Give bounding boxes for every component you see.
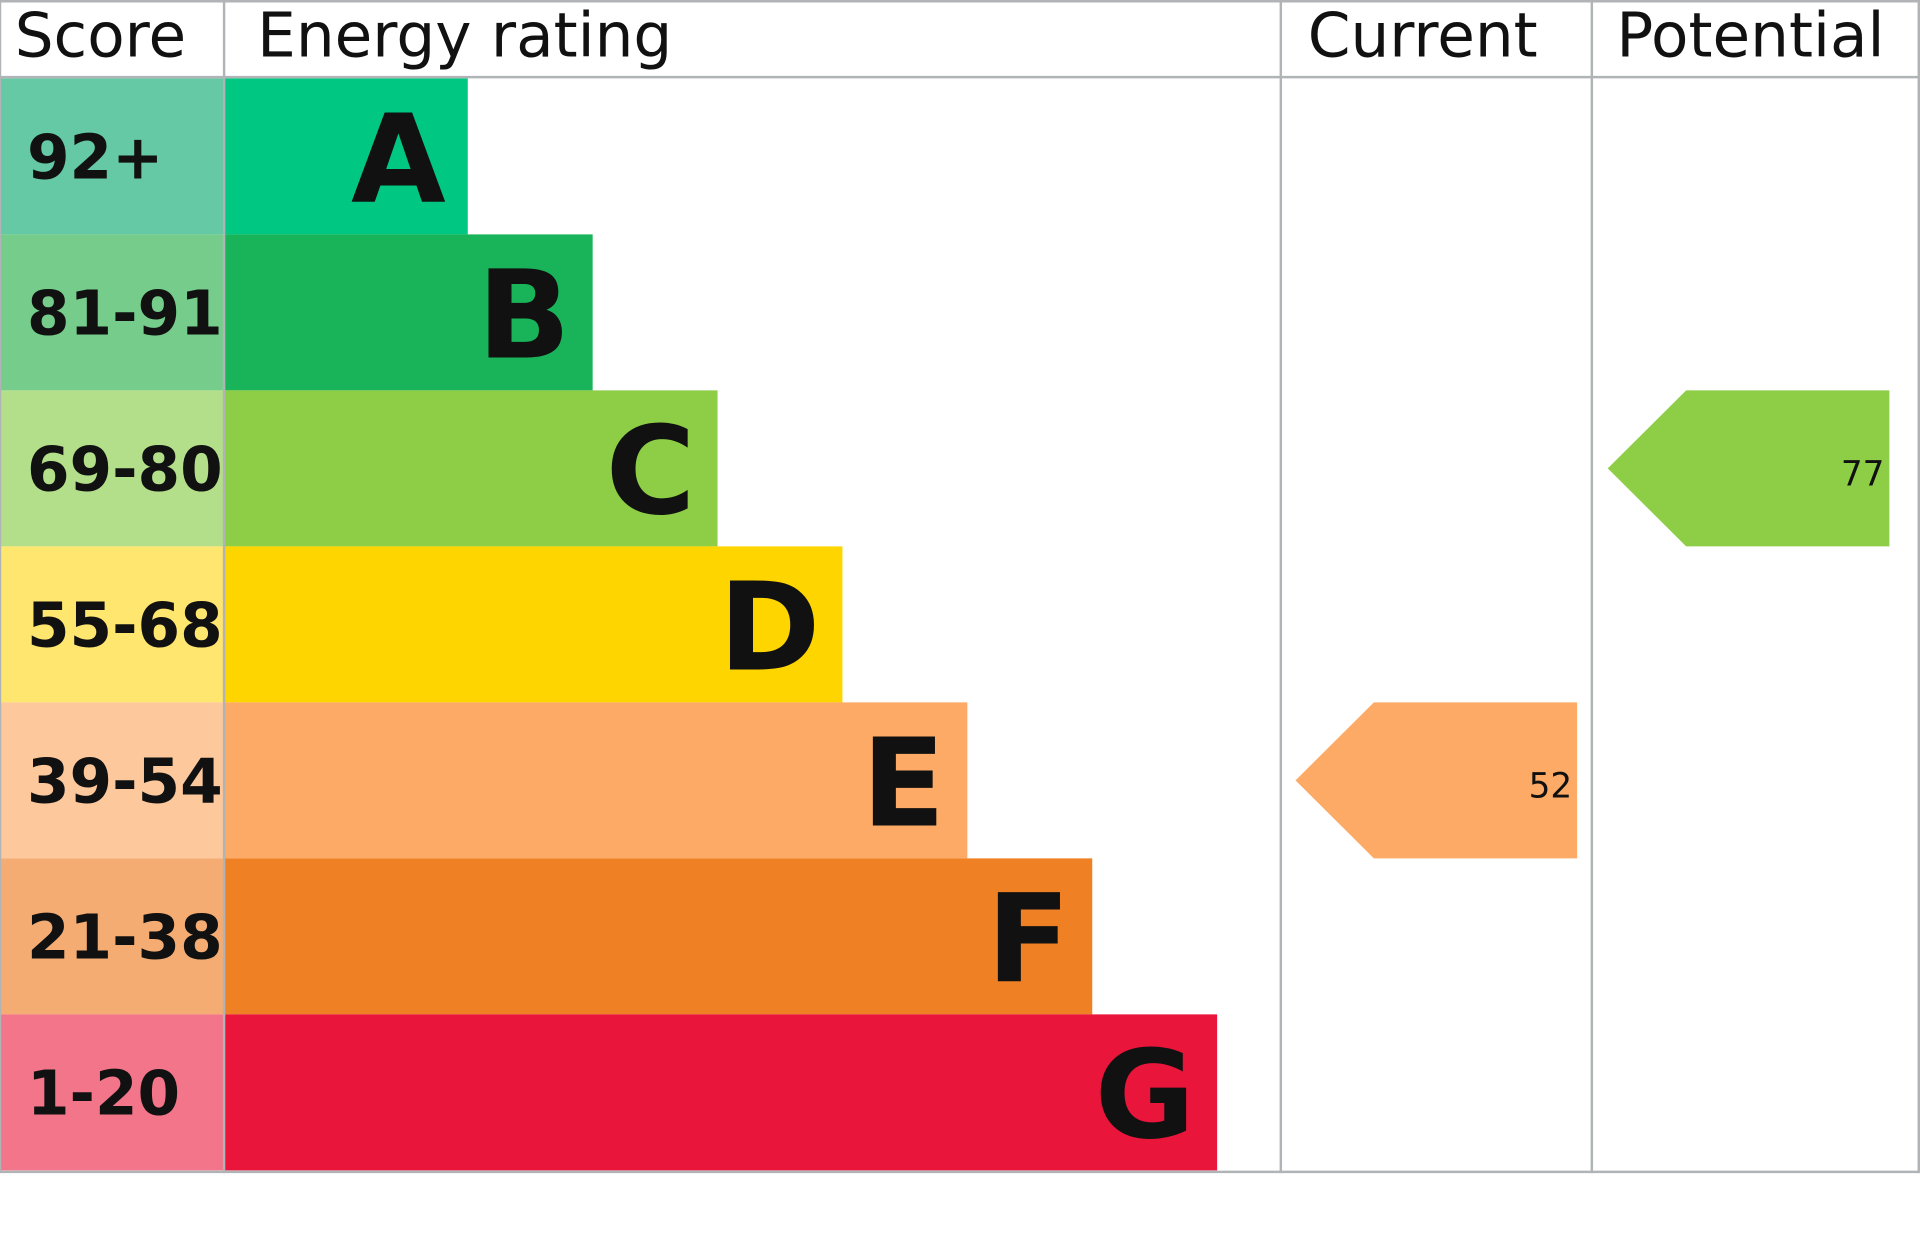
score-cell-E: [0, 702, 225, 859]
band-bar-F: [224, 858, 1093, 1015]
rating-arrows: 52 77: [1295, 390, 1890, 859]
score-range-E: 39-54: [27, 746, 223, 817]
score-range-G: 1-20: [27, 1058, 180, 1129]
band-bar-D: [224, 546, 843, 703]
header-current: Current: [1308, 0, 1538, 71]
score-range-F: 21-38: [27, 902, 223, 973]
score-range-C: 69-80: [27, 434, 223, 505]
band-bar-B: [224, 234, 593, 391]
current-arrow: [1295, 702, 1578, 859]
score-cell-D: [0, 546, 225, 703]
header-energy-rating: Energy rating: [257, 0, 672, 71]
header-potential: Potential: [1616, 0, 1884, 71]
band-letter-A: A: [351, 88, 446, 231]
band-letter-E: E: [862, 712, 946, 855]
potential-arrow: [1607, 390, 1890, 547]
score-cell-F: [0, 858, 225, 1015]
score-range-D: 55-68: [27, 590, 223, 661]
band-letter-F: F: [987, 868, 1071, 1011]
band-letter-C: C: [606, 400, 696, 543]
score-cell-A: [0, 78, 225, 235]
potential-value: 77: [1841, 455, 1885, 495]
score-cell-C: [0, 390, 225, 547]
score-range-A: 92+: [27, 122, 164, 193]
score-cell-G: [0, 1014, 225, 1171]
band-bar-C: [224, 390, 718, 547]
band-bar-A: [224, 78, 468, 235]
header-score: Score: [15, 0, 186, 71]
band-letter-B: B: [477, 244, 570, 387]
bands: 92+ A 81-91 B 69-80 C 55-68 D 39-54 E 21-38 F 1-20 G: [0, 78, 1218, 1171]
grid-lines: [0, 0, 1920, 1174]
band-bar-E: [224, 702, 968, 859]
band-letter-D: D: [719, 556, 821, 699]
score-cell-B: [0, 234, 225, 391]
score-range-B: 81-91: [27, 278, 223, 349]
band-letter-G: G: [1095, 1024, 1196, 1167]
current-value: 52: [1529, 767, 1573, 807]
band-bar-G: [224, 1014, 1218, 1171]
